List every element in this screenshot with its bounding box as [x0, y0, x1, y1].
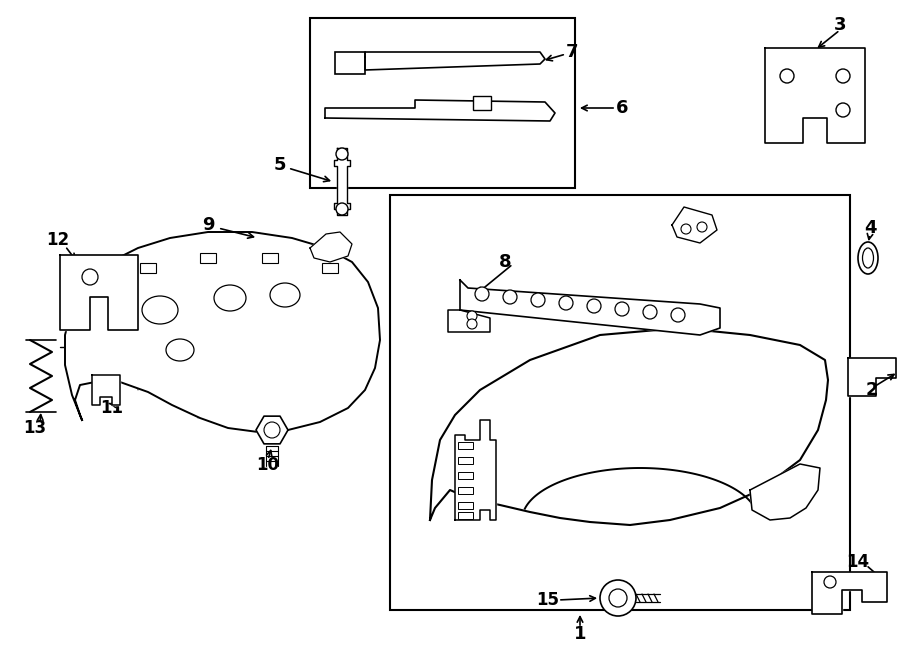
Text: 12: 12	[47, 231, 69, 249]
Polygon shape	[256, 416, 288, 444]
Text: 7: 7	[566, 43, 578, 61]
Polygon shape	[365, 52, 545, 70]
Circle shape	[643, 305, 657, 319]
Text: 8: 8	[499, 253, 511, 271]
Polygon shape	[334, 148, 350, 215]
Circle shape	[467, 319, 477, 329]
Polygon shape	[455, 420, 496, 520]
Polygon shape	[765, 48, 865, 143]
Circle shape	[697, 222, 707, 232]
Circle shape	[503, 290, 517, 304]
Bar	[310, 18, 575, 188]
Polygon shape	[310, 232, 352, 262]
Ellipse shape	[214, 285, 246, 311]
Ellipse shape	[270, 283, 300, 307]
Polygon shape	[325, 100, 555, 121]
Bar	[262, 253, 278, 263]
Circle shape	[264, 422, 280, 438]
Bar	[458, 502, 473, 509]
Circle shape	[824, 576, 836, 588]
Text: 15: 15	[536, 591, 560, 609]
Polygon shape	[430, 328, 828, 525]
Circle shape	[559, 296, 573, 310]
Ellipse shape	[166, 339, 194, 361]
Ellipse shape	[858, 242, 878, 274]
Polygon shape	[448, 310, 490, 332]
Bar	[390, 195, 850, 610]
Circle shape	[82, 269, 98, 285]
Circle shape	[681, 224, 691, 234]
Circle shape	[671, 308, 685, 322]
Polygon shape	[848, 358, 896, 396]
Polygon shape	[60, 255, 138, 330]
Bar	[458, 472, 473, 479]
Circle shape	[836, 69, 850, 83]
Bar	[458, 442, 473, 449]
Circle shape	[836, 103, 850, 117]
Bar	[140, 263, 156, 273]
Bar	[335, 52, 365, 74]
Text: 10: 10	[256, 456, 280, 474]
Polygon shape	[460, 280, 720, 335]
Text: 5: 5	[274, 156, 286, 174]
Circle shape	[587, 299, 601, 313]
Circle shape	[531, 293, 545, 307]
Text: 9: 9	[202, 216, 214, 234]
Polygon shape	[65, 232, 380, 432]
Ellipse shape	[862, 248, 874, 268]
Circle shape	[600, 580, 636, 616]
Text: 4: 4	[864, 219, 877, 237]
Polygon shape	[812, 572, 887, 614]
Text: 3: 3	[833, 16, 846, 34]
Polygon shape	[92, 375, 120, 405]
Text: 13: 13	[23, 419, 47, 437]
Bar	[322, 263, 338, 273]
Text: 11: 11	[101, 399, 123, 417]
Text: 2: 2	[866, 381, 878, 399]
Circle shape	[609, 589, 627, 607]
Bar	[473, 96, 491, 110]
Circle shape	[336, 148, 348, 160]
Bar	[458, 487, 473, 494]
Circle shape	[615, 302, 629, 316]
Polygon shape	[672, 207, 717, 243]
Text: 14: 14	[846, 553, 869, 571]
Circle shape	[780, 69, 794, 83]
Polygon shape	[750, 464, 820, 520]
Ellipse shape	[142, 296, 178, 324]
Bar	[458, 457, 473, 464]
Circle shape	[475, 287, 489, 301]
Circle shape	[467, 311, 477, 321]
Bar	[458, 512, 473, 519]
Text: 6: 6	[616, 99, 628, 117]
Text: 1: 1	[574, 625, 586, 643]
Circle shape	[336, 203, 348, 215]
Bar	[200, 253, 216, 263]
